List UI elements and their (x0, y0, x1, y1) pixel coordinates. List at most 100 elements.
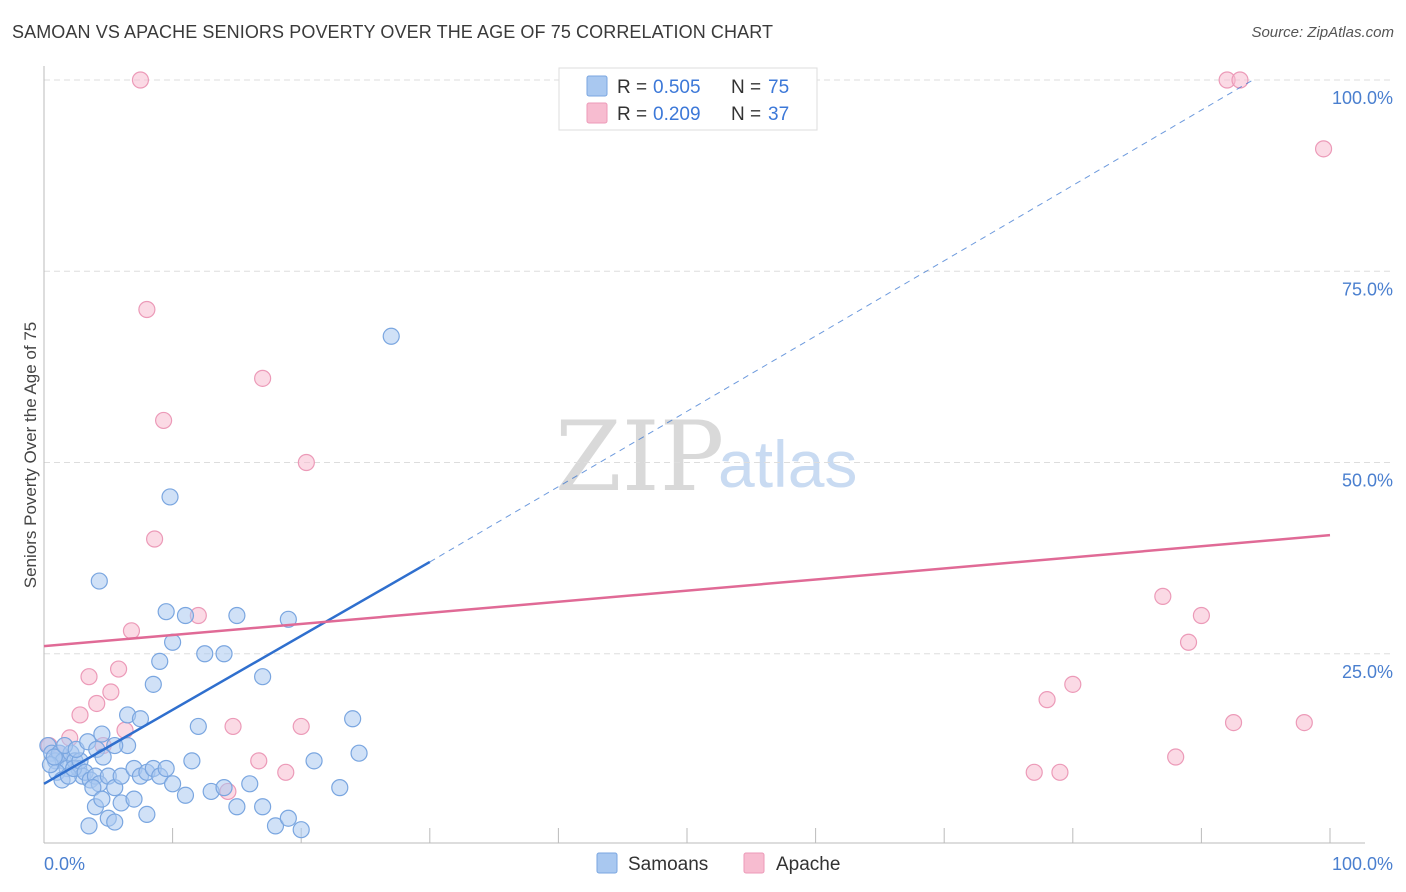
watermark-zip: ZIP (555, 401, 724, 513)
source-label: Source: ZipAtlas.com (1251, 24, 1394, 41)
samoans-point (189, 717, 207, 736)
samoans-point (157, 603, 175, 621)
apache-point (1192, 606, 1211, 625)
axes (43, 66, 1365, 844)
legend-apache-n-label: N = (731, 104, 761, 125)
apache-point (145, 530, 164, 548)
y-axis-label: Seniors Poverty Over the Age of 75 (21, 322, 40, 588)
samoans-point (45, 748, 63, 766)
apache-point (122, 622, 141, 640)
apache-point (1025, 763, 1043, 781)
y-tick-label-1: 50.0% (1342, 471, 1393, 491)
samoans-point (279, 610, 297, 628)
legend-samoans-r-label: R = (617, 77, 647, 98)
apache-point (138, 300, 156, 319)
chart-title: SAMOAN VS APACHE SENIORS POVERTY OVER TH… (12, 22, 774, 42)
apache-point (1064, 675, 1082, 693)
samoans-point (93, 790, 111, 808)
apache-point (1179, 633, 1198, 651)
bottom-legend: Samoans Apache (596, 852, 840, 875)
y-tick-label-2: 75.0% (1342, 279, 1393, 299)
trend-lines (43, 79, 1331, 785)
samoans-point (215, 645, 233, 663)
y-tick-label-0: 25.0% (1342, 662, 1393, 682)
samoans-trend-extension (429, 79, 1254, 563)
apache-point (297, 453, 315, 472)
apache-point (80, 668, 98, 686)
samoans-point (164, 775, 182, 793)
samoans-point (305, 752, 323, 770)
apache-point (1038, 691, 1056, 709)
samoans-point (241, 775, 259, 793)
apache-point (154, 411, 173, 430)
apache-point (71, 706, 89, 724)
apache-point (224, 717, 242, 736)
samoans-point (228, 606, 246, 625)
x-axis-ticks (43, 828, 1331, 843)
apache-point (88, 694, 106, 713)
legend-apache-n-value: 37 (768, 104, 789, 125)
legend-apache-r-value: 0.209 (653, 104, 701, 125)
apache-point (1167, 748, 1185, 766)
samoans-point (106, 813, 124, 831)
samoans-point (90, 572, 108, 590)
apache-point (131, 71, 150, 89)
samoans-point (131, 710, 150, 728)
watermark: ZIP atlas (555, 401, 857, 513)
apache-trend-line (43, 533, 1331, 648)
samoans-point (138, 805, 156, 824)
samoans-point (161, 488, 179, 506)
samoans-point (292, 821, 310, 839)
samoans-point (266, 817, 285, 835)
bottom-legend-apache-label: Apache (776, 854, 840, 875)
samoans-point (254, 668, 272, 686)
samoans-point (93, 725, 111, 743)
apache-point (254, 369, 272, 387)
apache-point (1154, 587, 1172, 605)
samoans-point (382, 327, 400, 345)
x-tick-label-max: 100.0% (1332, 854, 1393, 874)
bottom-legend-samoans-label: Samoans (628, 854, 708, 875)
samoans-point (144, 675, 162, 693)
legend-samoans-r-value: 0.505 (653, 77, 701, 98)
samoans-point (125, 790, 143, 808)
top-legend: R = 0.505 N = 75 R = 0.209 N = 37 (558, 67, 818, 131)
legend-apache-r-label: R = (617, 104, 647, 125)
samoans-point (157, 759, 175, 778)
legend-samoans-n-value: 75 (768, 77, 789, 98)
bottom-legend-samoans-swatch (596, 852, 618, 874)
samoans-trend-line (43, 560, 431, 785)
y-tick-label-3: 100.0% (1332, 88, 1393, 108)
samoans-point (183, 752, 201, 770)
samoans-point (196, 645, 214, 663)
samoans-point (151, 652, 169, 671)
samoans-point (350, 744, 368, 762)
gridlines (44, 79, 1392, 655)
apache-point (1295, 713, 1313, 732)
y-tick-labels: 25.0% 50.0% 75.0% 100.0% (1332, 88, 1393, 682)
x-tick-label-min: 0.0% (44, 854, 85, 874)
apache-point (292, 717, 310, 736)
bottom-legend-apache-swatch (743, 852, 765, 874)
samoans-point (176, 606, 195, 625)
apache-point (1051, 763, 1069, 781)
apache-point (1314, 140, 1333, 158)
samoans-point (344, 710, 362, 728)
watermark-atlas: atlas (718, 427, 857, 501)
samoans-point (215, 779, 233, 797)
legend-apache-swatch (586, 102, 608, 124)
samoans-point (112, 767, 130, 785)
apache-point (1231, 71, 1249, 89)
samoans-point (254, 798, 272, 816)
samoans-point (331, 779, 349, 797)
apache-point (102, 683, 120, 701)
samoans-points (39, 327, 400, 839)
samoans-point (80, 817, 98, 835)
apache-point (109, 660, 128, 678)
samoans-point (84, 779, 102, 797)
samoans-point (279, 809, 297, 827)
apache-point (277, 763, 295, 781)
apache-point (1224, 713, 1243, 732)
legend-samoans-swatch (586, 75, 608, 97)
